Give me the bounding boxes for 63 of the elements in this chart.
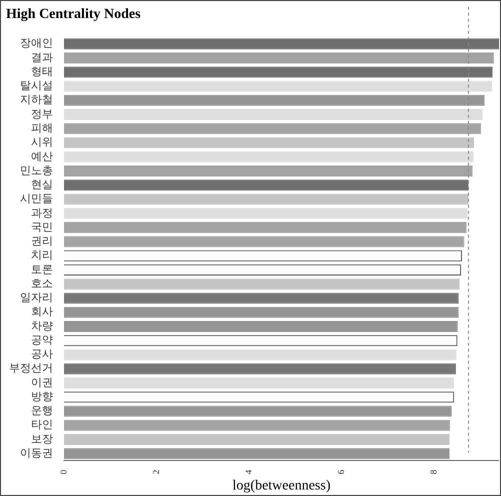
bar (64, 80, 492, 92)
y-tick-label: 지하철 (20, 93, 53, 106)
y-tick-label: 예산 (31, 150, 53, 163)
y-tick-label: 보장 (31, 432, 53, 446)
bar (64, 66, 493, 78)
bar (64, 236, 464, 248)
bar (64, 94, 485, 106)
y-tick-label: 민노총 (20, 164, 53, 177)
y-tick-label: 운행 (31, 404, 53, 418)
y-tick-label: 치리 (31, 248, 53, 262)
y-tick-label: 피해 (31, 122, 53, 135)
y-tick-label: 결과 (31, 50, 53, 64)
bar (64, 292, 459, 304)
chart-title: High Centrality Nodes (6, 7, 142, 22)
bar (64, 208, 468, 219)
x-tick-label: 2 (150, 470, 161, 474)
bar (64, 349, 456, 360)
x-tick-label: 4 (243, 469, 254, 474)
bar (64, 420, 450, 431)
bar (64, 151, 474, 162)
y-tick-label: 부정선거 (9, 362, 53, 375)
y-tick-label: 이권 (31, 376, 53, 389)
bar (64, 222, 467, 234)
y-tick-label: 과정 (31, 206, 53, 220)
y-tick-label: 방향 (31, 390, 53, 403)
bar (64, 448, 450, 460)
bar (64, 38, 499, 50)
bar (64, 109, 483, 120)
y-tick-label: 공사 (31, 348, 53, 361)
x-axis-title: log(betweenness) (232, 478, 331, 494)
y-tick-label: 권리 (31, 234, 53, 248)
bar (64, 166, 473, 177)
bar (64, 194, 468, 205)
bar (64, 406, 452, 417)
y-tick-label: 공약 (31, 333, 53, 346)
y-tick-label: 탈시설 (20, 79, 53, 92)
y-tick-label: 국민 (31, 220, 53, 234)
y-tick-label: 호소 (31, 276, 53, 290)
y-tick-label: 형태 (31, 64, 53, 78)
bar (64, 306, 459, 318)
y-tick-label: 차량 (31, 319, 53, 332)
y-tick-label: 시위 (31, 136, 53, 149)
bar (64, 180, 468, 191)
bar (64, 320, 458, 332)
x-tick-label: 6 (336, 469, 346, 474)
y-tick-label: 회사 (31, 305, 53, 318)
y-tick-label: 현실 (31, 178, 53, 192)
bar (64, 137, 474, 148)
bar (64, 123, 481, 134)
bar (64, 434, 450, 446)
bar (64, 377, 454, 388)
y-tick-label: 장애인 (20, 36, 53, 50)
y-tick-label: 정부 (31, 107, 53, 120)
bar (64, 52, 494, 64)
y-tick-label: 타인 (31, 418, 53, 432)
y-tick-label: 이동권 (20, 446, 53, 460)
bar (64, 363, 456, 374)
x-tick-label: 8 (428, 469, 439, 474)
y-tick-label: 시민들 (20, 192, 53, 206)
y-tick-label: 토론 (31, 262, 53, 276)
x-tick-label: 0 (58, 469, 68, 474)
bar (64, 278, 460, 290)
y-tick-label: 일자리 (20, 291, 53, 304)
